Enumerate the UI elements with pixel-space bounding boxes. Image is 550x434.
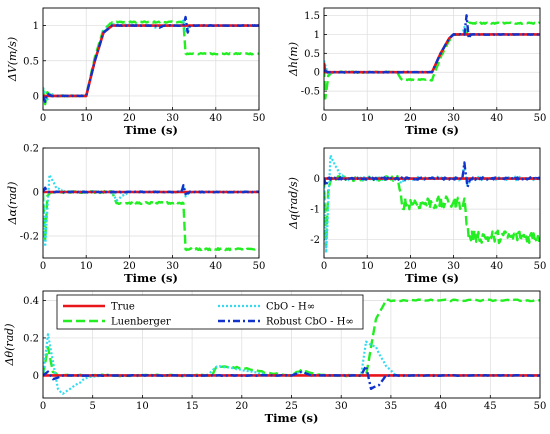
x-tick-label: 40 xyxy=(490,113,503,124)
x-tick-label: 30 xyxy=(335,401,348,412)
y-axis-label: Δq(rad/s) xyxy=(287,177,300,230)
x-tick-label: 20 xyxy=(235,401,248,412)
y-tick-label: -2 xyxy=(310,235,320,246)
x-tick-label: 0 xyxy=(40,261,46,272)
y-tick-label: -0.5 xyxy=(301,87,320,98)
plot-frame xyxy=(42,290,541,399)
plot-frame xyxy=(42,147,260,259)
x-axis-label: Time (s) xyxy=(405,271,459,285)
panel-dV: 0 10 20 30 40 50 0 0.5 1 Time (s) ΔV(m/s) xyxy=(6,7,266,137)
x-tick-label: 45 xyxy=(484,401,497,412)
legend-box xyxy=(56,294,364,330)
plot-frame xyxy=(42,7,260,111)
x-tick-label: 20 xyxy=(123,261,136,272)
y-tick-label: 0.5 xyxy=(304,49,320,60)
y-tick-label: 0.2 xyxy=(23,144,39,155)
series-line-luenberger xyxy=(43,20,259,106)
panel-dtheta: 0 5 10 15 20 25 30 35 40 45 50 0 0.2 0.4 Time (s) Δθ(ra… xyxy=(3,290,547,425)
x-tick-label: 10 xyxy=(136,401,149,412)
series-line-robust xyxy=(324,14,540,74)
y-tick-label: 0.5 xyxy=(23,56,39,67)
legend: True CbO - H∞ Luenberger Robust CbO - H∞ xyxy=(56,294,364,330)
x-tick-label: 20 xyxy=(404,113,417,124)
y-tick-label: 0 xyxy=(314,174,320,185)
plot-frame xyxy=(323,147,541,259)
y-axis-label: Δα(rad) xyxy=(6,182,19,226)
x-tick-label: 50 xyxy=(253,261,266,272)
series-line-robust xyxy=(324,161,540,189)
series-line-luenberger xyxy=(324,21,540,100)
x-tick-label: 50 xyxy=(534,113,547,124)
x-tick-label: 40 xyxy=(434,401,447,412)
x-tick-label: 30 xyxy=(166,113,179,124)
legend-label-cbo: CbO - H∞ xyxy=(266,302,315,313)
x-tick-label: 50 xyxy=(534,261,547,272)
y-tick-label: 0.4 xyxy=(23,296,39,307)
x-tick-label: 10 xyxy=(361,261,374,272)
legend-label-luenberger: Luenberger xyxy=(111,317,171,328)
panel-dalpha: 0 10 20 30 40 50 -0.2 0 0.2 Time (s) Δα(rad) xyxy=(6,144,265,286)
series-line-robust xyxy=(43,364,540,391)
panel-dh: 0 10 20 30 40 50 -0.5 0 0.5 1 1.5 Time (s) Δh(m) xyxy=(287,7,547,137)
x-tick-label: 30 xyxy=(166,261,179,272)
x-tick-label: 30 xyxy=(447,261,460,272)
x-tick-label: 0 xyxy=(40,401,46,412)
series-line-robust xyxy=(43,15,259,103)
x-tick-label: 5 xyxy=(90,401,96,412)
y-tick-label: 0.2 xyxy=(23,333,39,344)
plot-area xyxy=(324,8,540,110)
x-tick-label: 0 xyxy=(321,113,327,124)
x-tick-label: 0 xyxy=(321,261,327,272)
x-tick-label: 50 xyxy=(534,401,547,412)
x-tick-label: 30 xyxy=(447,113,460,124)
plot-frame xyxy=(323,7,541,111)
y-axis-label: Δθ(rad) xyxy=(3,323,16,366)
x-tick-label: 0 xyxy=(40,113,46,124)
y-tick-label: 0 xyxy=(33,91,39,102)
x-tick-label: 25 xyxy=(285,401,298,412)
series-line-luenberger xyxy=(43,189,259,252)
x-tick-label: 15 xyxy=(186,401,199,412)
y-axis-label: Δh(m) xyxy=(287,42,300,77)
x-axis-label: Time (s) xyxy=(405,123,459,137)
x-tick-label: 40 xyxy=(209,261,222,272)
legend-label-robust: Robust CbO - H∞ xyxy=(266,317,354,328)
x-tick-label: 50 xyxy=(253,113,266,124)
y-tick-label: 0 xyxy=(33,188,39,199)
x-axis-label: Time (s) xyxy=(124,123,178,137)
x-tick-label: 20 xyxy=(123,113,136,124)
x-axis-label: Time (s) xyxy=(124,271,178,285)
y-tick-label: 0 xyxy=(314,68,320,79)
legend-label-true: True xyxy=(111,302,135,313)
series-line-robust xyxy=(43,184,259,196)
x-tick-label: 40 xyxy=(209,113,222,124)
y-tick-label: 1 xyxy=(33,21,39,32)
y-axis-label: ΔV(m/s) xyxy=(6,37,19,82)
x-tick-label: 10 xyxy=(361,113,374,124)
x-tick-label: 35 xyxy=(385,401,398,412)
x-axis-label: Time (s) xyxy=(265,411,319,425)
y-tick-label: 1 xyxy=(314,30,320,41)
x-tick-label: 10 xyxy=(80,113,93,124)
y-tick-label: -1 xyxy=(310,205,320,216)
x-tick-label: 20 xyxy=(404,261,417,272)
x-tick-label: 10 xyxy=(80,261,93,272)
panel-dq: 0 10 20 30 40 50 -2 -1 0 Time (s) Δq(rad/s) xyxy=(287,147,547,285)
y-tick-label: -0.2 xyxy=(20,232,39,243)
y-tick-label: 1.5 xyxy=(304,11,320,22)
y-tick-label: 0 xyxy=(33,371,39,382)
x-tick-label: 40 xyxy=(490,261,503,272)
